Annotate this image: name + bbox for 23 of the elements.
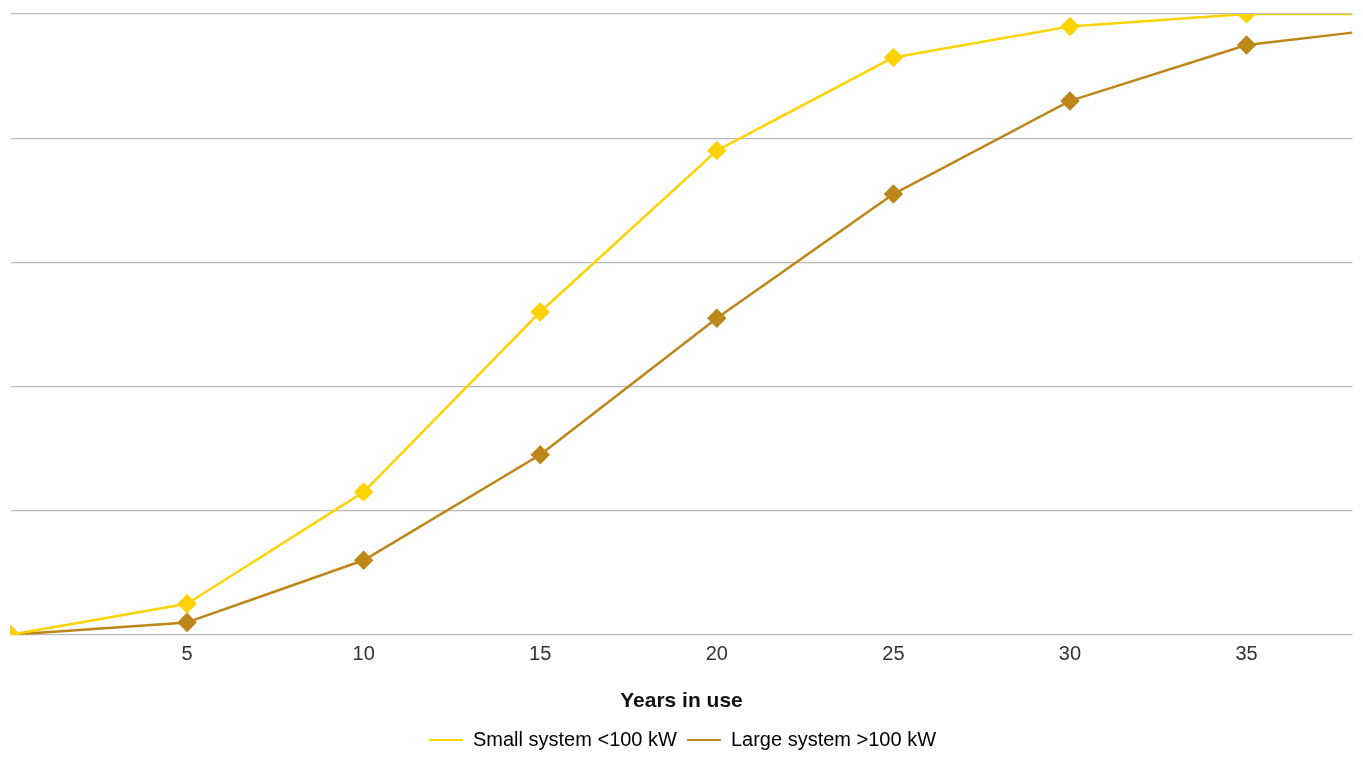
point bbox=[354, 482, 373, 502]
x-tick-label: 30 bbox=[1058, 642, 1082, 665]
point bbox=[884, 184, 903, 204]
x-tick-label: 5 bbox=[181, 642, 193, 665]
x-tick-label: 10 bbox=[352, 642, 375, 665]
x-tick-label: 35 bbox=[1235, 642, 1258, 665]
legend-label: Small system <100 kW bbox=[472, 727, 678, 750]
point bbox=[1237, 35, 1256, 55]
point bbox=[530, 445, 550, 465]
point bbox=[707, 308, 727, 328]
point bbox=[177, 613, 197, 632]
x-axis-title: Years in use bbox=[620, 688, 743, 712]
legend-label: Large system >100 kW bbox=[730, 727, 937, 750]
point bbox=[1060, 17, 1080, 36]
x-tick-label: 20 bbox=[705, 642, 728, 665]
point bbox=[354, 551, 373, 570]
point bbox=[707, 141, 727, 160]
point bbox=[884, 48, 903, 67]
point bbox=[530, 302, 550, 322]
point bbox=[1060, 91, 1080, 111]
point bbox=[177, 594, 197, 614]
x-tick-label: 25 bbox=[882, 642, 905, 665]
x-tick-label: 15 bbox=[529, 642, 552, 665]
